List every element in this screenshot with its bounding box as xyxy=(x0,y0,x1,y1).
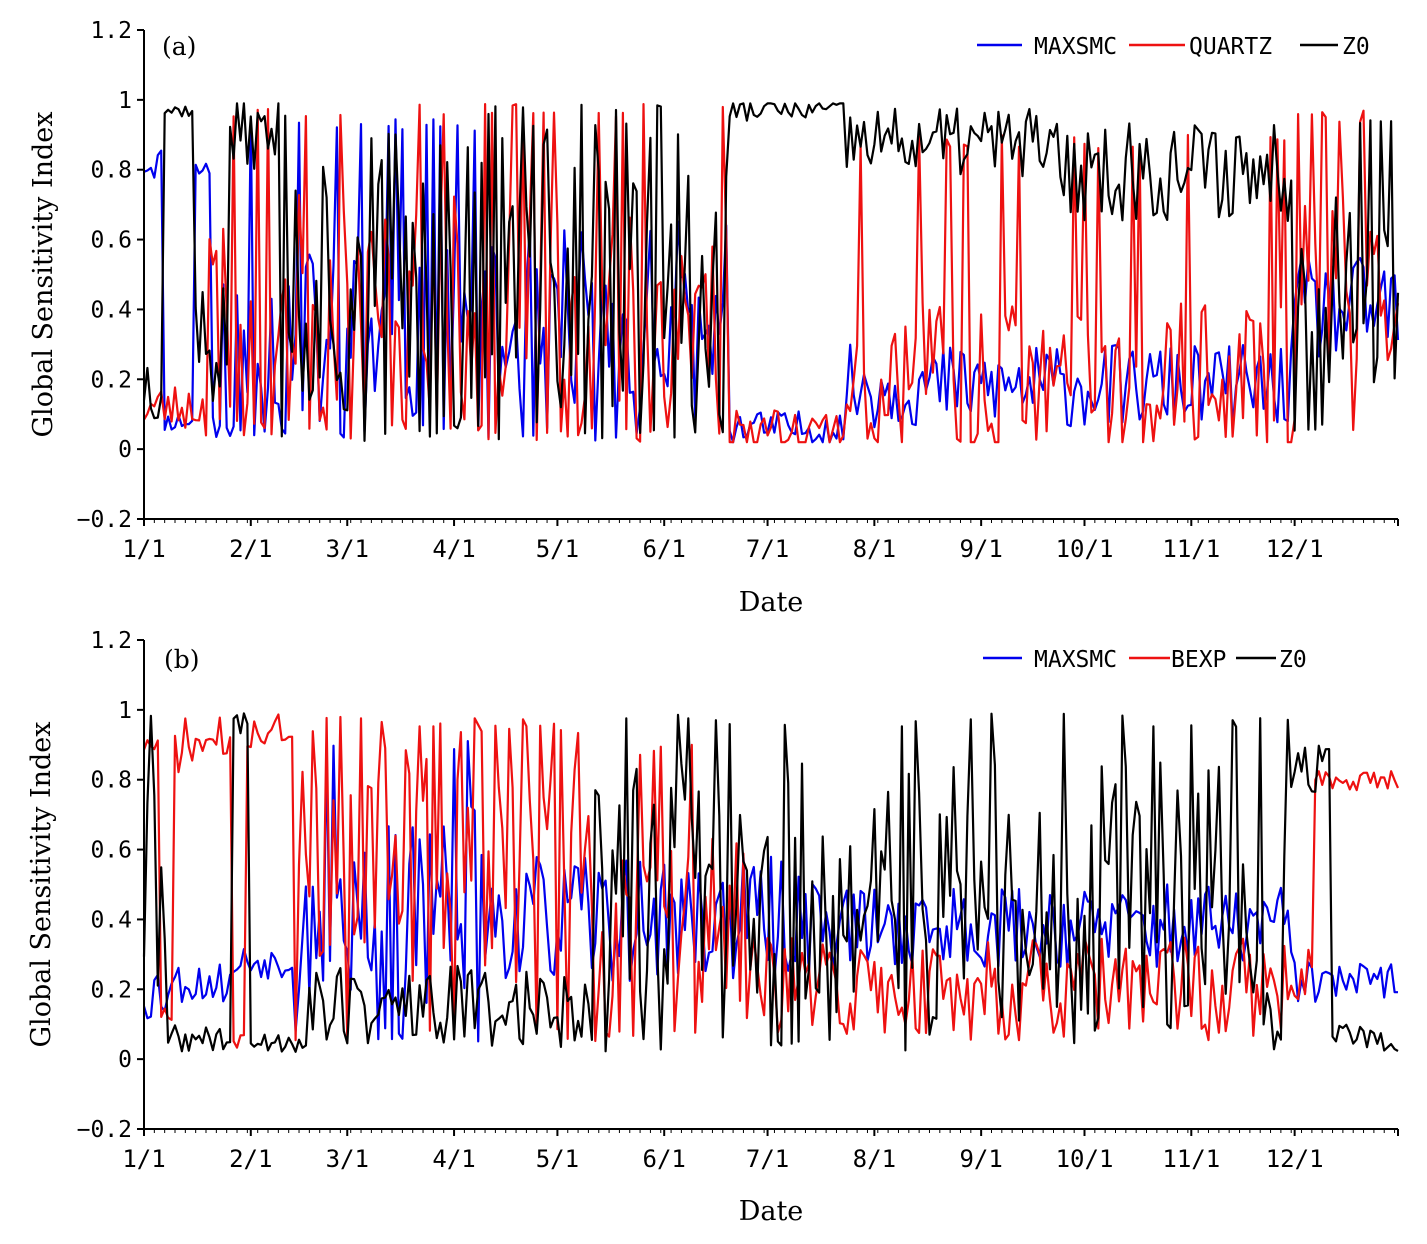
y-axis-title: Global Sensitivity Index xyxy=(28,111,59,437)
y-tick-label: 0.6 xyxy=(90,228,132,254)
legend: MAXSMC BEXP Z0 xyxy=(983,647,1307,673)
series-line-z0 xyxy=(142,712,1399,1053)
y-tick-label: 0.4 xyxy=(90,907,132,933)
y-tick-label: 0.2 xyxy=(90,367,132,393)
x-tick-label: 11/1 xyxy=(1162,1145,1220,1173)
series-line-maxsmc xyxy=(143,118,1400,444)
x-tick-label: 11/1 xyxy=(1162,535,1220,563)
x-tick-label: 10/1 xyxy=(1056,535,1114,563)
panel-a: 1.2 1 0.8 0.6 0.4 0.2 0 −0.21/1 2/1 3/1 4/1 5/1 6/1 7… xyxy=(28,18,1400,618)
x-tick-label: 3/1 xyxy=(326,1145,369,1173)
x-tick-label: 12/1 xyxy=(1266,535,1324,563)
x-tick-label: 4/1 xyxy=(432,1145,475,1173)
y-tick-label: 1 xyxy=(118,698,132,724)
y-tick-label: 0.8 xyxy=(90,768,132,794)
x-tick-label: 8/1 xyxy=(853,535,896,563)
y-tick-label: 0.6 xyxy=(90,838,132,864)
x-tick-label: 9/1 xyxy=(959,1145,1002,1173)
x-tick-label: 7/1 xyxy=(746,1145,789,1173)
x-tick-label: 10/1 xyxy=(1056,1145,1114,1173)
x-axis-title: Date xyxy=(739,587,804,618)
x-tick-label: 7/1 xyxy=(746,535,789,563)
y-tick-label: 0.2 xyxy=(90,977,132,1003)
legend: MAXSMC QUARTZ Z0 xyxy=(977,34,1370,60)
y-tick-label: 0 xyxy=(118,437,132,463)
panel-label: (a) xyxy=(162,32,196,61)
x-tick-label: 3/1 xyxy=(326,535,369,563)
y-tick-label: 0.8 xyxy=(90,158,132,184)
x-tick-label: 6/1 xyxy=(643,535,686,563)
y-tick-label: 0 xyxy=(118,1047,132,1073)
y-tick-label: −0.2 xyxy=(77,1117,132,1143)
x-tick-label: 2/1 xyxy=(229,535,272,563)
legend-label-maxsmc: MAXSMC xyxy=(1034,647,1117,673)
y-tick-label: −0.2 xyxy=(77,507,132,533)
y-tick-label: 1.2 xyxy=(90,628,132,654)
x-axis-title: Date xyxy=(739,1196,804,1227)
x-tick-label: 6/1 xyxy=(643,1145,686,1173)
y-axis-title: Global Sensitivity Index xyxy=(26,721,57,1047)
x-tick-label: 5/1 xyxy=(536,1145,579,1173)
x-tick-label: 1/1 xyxy=(122,535,165,563)
series-line-quartz xyxy=(143,102,1400,444)
legend-label-maxsmc: MAXSMC xyxy=(1034,34,1117,60)
x-tick-label: 2/1 xyxy=(229,1145,272,1173)
x-tick-label: 12/1 xyxy=(1266,1145,1324,1173)
legend-label-z0: Z0 xyxy=(1342,34,1370,60)
x-tick-label: 5/1 xyxy=(536,535,579,563)
panel-label: (b) xyxy=(164,645,200,674)
series-line-z0 xyxy=(142,102,1400,442)
y-tick-label: 1 xyxy=(118,88,132,114)
legend-label-z0: Z0 xyxy=(1279,647,1307,673)
x-tick-label: 4/1 xyxy=(432,535,475,563)
x-tick-label: 1/1 xyxy=(122,1145,165,1173)
legend-label-quartz: QUARTZ xyxy=(1189,34,1272,60)
legend-label-bexp: BEXP xyxy=(1171,647,1226,673)
y-tick-label: 1.2 xyxy=(90,18,132,44)
x-tick-label: 9/1 xyxy=(959,535,1002,563)
x-tick-label: 8/1 xyxy=(853,1145,896,1173)
y-tick-label: 0.4 xyxy=(90,297,132,323)
panel-b: 1.2 1 0.8 0.6 0.4 0.2 0 −0.21/1 2/1 3/1 4/1 5/1 6/1 7… xyxy=(26,628,1400,1227)
